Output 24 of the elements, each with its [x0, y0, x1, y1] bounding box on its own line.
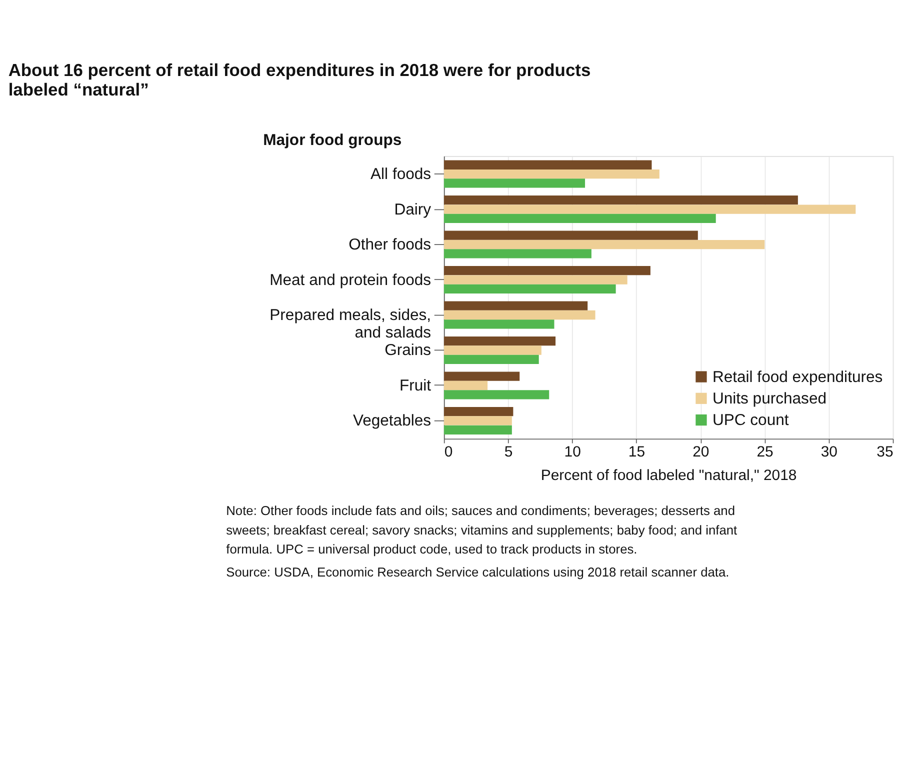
x-tick-label: 0: [444, 444, 453, 461]
y-axis-title: Major food groups: [263, 132, 402, 149]
y-tick-label: Vegetables: [352, 412, 432, 430]
x-axis-title: Percent of food labeled "natural," 2018: [540, 466, 797, 484]
y-tick-label: All foods: [370, 166, 432, 184]
source-note: Source: USDA, Economic Research Service calculations using 2018 retail scanner data.: [226, 564, 730, 580]
x-tick-label: 15: [628, 444, 646, 461]
y-tick-label: Dairy: [394, 201, 432, 218]
y-tick-label: Other foods: [348, 236, 432, 254]
x-tick-label: 30: [820, 444, 838, 461]
x-tick-label: 25: [756, 444, 774, 461]
y-tick-label: Grains: [384, 342, 432, 360]
x-tick-label: 5: [504, 444, 513, 461]
x-tick-label: 20: [692, 444, 710, 461]
x-tick-label: 10: [564, 444, 581, 461]
legend-label: Retail food expenditures: [712, 368, 883, 386]
chart-title: About 16 percent of retail food expenditures in 2018 were for products labeled “natural”: [8, 60, 591, 100]
y-tick-label: Prepared meals, sides, and salads: [270, 306, 432, 342]
x-tick-label: 35: [876, 444, 894, 461]
legend-label: UPC count: [712, 412, 790, 429]
y-tick-label: Fruit: [399, 377, 432, 394]
legend-label: Units purchased: [712, 390, 826, 408]
y-tick-label: Meat and protein foods: [270, 272, 432, 289]
text: Note: Other foods include fats and oils; sauces and condiments; beverages; desserts and sweets; breakfast cereal; savory snacks; vitamins and supplements; baby food; and infant formula. UPC = universal product code, used to track products in stores.: [226, 503, 738, 556]
